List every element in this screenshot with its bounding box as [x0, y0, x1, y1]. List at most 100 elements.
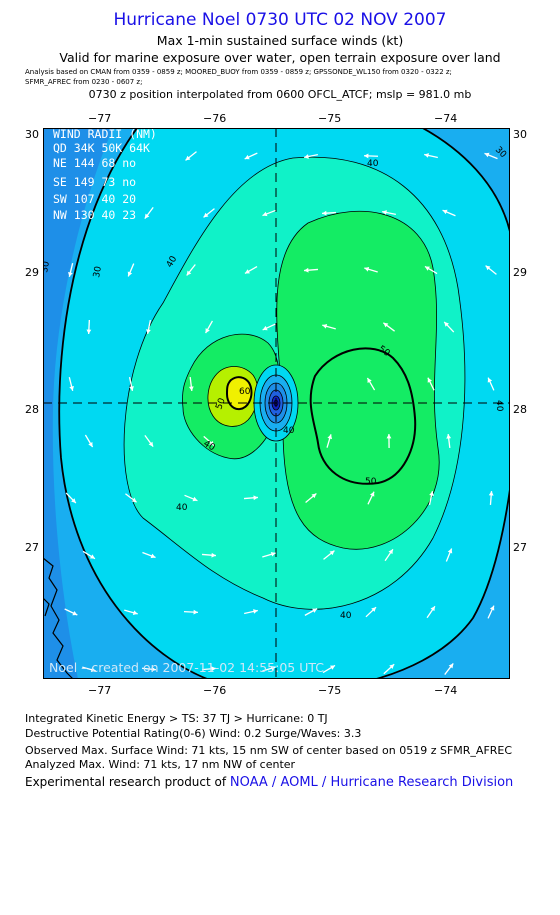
observed-max-wind: Observed Max. Surface Wind: 71 kts, 15 n…: [25, 744, 513, 757]
wind-arrow-head: [442, 209, 448, 215]
wind-arrow-head: [86, 329, 92, 334]
wind-arrow-head: [364, 266, 370, 272]
wind-arrow-head: [322, 323, 328, 329]
wind-arrow-head: [382, 210, 387, 215]
wind-arrow-head: [186, 270, 192, 276]
wind-arrow-head: [424, 266, 430, 271]
org-link[interactable]: NOAA / AOML / Hurricane Research Divisio…: [229, 775, 514, 790]
wind-arrow-head: [383, 322, 389, 328]
position-line: 0730 z position interpolated from 0600 O…: [88, 88, 472, 101]
wind-arrow-head: [211, 666, 216, 672]
contour-label: 40: [283, 426, 295, 436]
analyzed-max-wind: Analyzed Max. Wind: 71 kts, 17 nm NW of …: [25, 758, 296, 771]
wind-arrow-head: [203, 212, 209, 218]
lat-tick-right: 30: [513, 128, 527, 141]
wind-arrow-head: [446, 434, 452, 439]
wind-arrow-head: [262, 325, 268, 331]
wind-arrow-head: [312, 608, 318, 613]
wind-arrow-head: [488, 491, 494, 496]
wind-arrow-head: [211, 552, 216, 558]
wind-arrow-head: [192, 496, 198, 502]
analysis-sources-line2: SFMR_AFREC from 0230 - 0607 z;: [25, 78, 143, 86]
wind-arrow-head: [388, 549, 393, 555]
contour-label: 40: [367, 159, 379, 169]
wind-arrow-head: [72, 610, 78, 616]
map-subtitle: Max 1-min sustained surface winds (kt): [156, 33, 404, 48]
wind-arrow-head: [270, 551, 276, 557]
wind-arrow-head: [270, 665, 276, 671]
contour-label: 40: [340, 611, 352, 621]
lon-tick-bottom: −77: [88, 684, 112, 697]
wind-arrow-head: [311, 493, 317, 499]
wind-arrow-head: [68, 271, 73, 277]
wind-arrow-head: [371, 607, 377, 612]
wind-arrow-head: [427, 377, 432, 383]
wind-arrow-head: [146, 329, 151, 334]
lat-tick-left: 28: [25, 403, 39, 416]
wind-arrow-head: [487, 377, 493, 383]
credit-text: Noel – created on 2007-11-02 14:55:05 UT…: [49, 660, 324, 675]
wind-arrow-head: [489, 605, 495, 611]
wind-arrow-head: [430, 606, 435, 612]
contour-50-east: [309, 347, 417, 485]
lat-tick-right: 27: [513, 541, 527, 554]
wind-radii-row-ne: NE 144 68 no: [53, 156, 136, 170]
contour-label: 50: [214, 397, 227, 411]
wind-arrow-head: [330, 665, 336, 670]
contour-label: 50: [365, 477, 377, 487]
lon-tick-top: −74: [434, 112, 458, 125]
lat-tick-left: 30: [25, 128, 39, 141]
lon-tick-top: −76: [203, 112, 227, 125]
wind-radii-header: QD 34K 50K 64K: [53, 141, 150, 155]
wind-arrow-head: [90, 667, 96, 673]
wind-arrow-head: [89, 554, 95, 559]
lon-tick-top: −77: [88, 112, 112, 125]
wind-arrow-head: [253, 495, 258, 501]
wind-arrow-head: [327, 434, 333, 440]
wind-arrow-head: [444, 321, 449, 327]
wind-arrow-head: [144, 213, 150, 219]
wind-radii-row-sw: SW 107 40 20: [53, 192, 136, 206]
contour-label: 60: [239, 387, 251, 397]
lat-tick-right: 28: [513, 403, 527, 416]
wind-arrow-head: [129, 386, 134, 391]
wind-arrow-head: [304, 267, 309, 273]
wind-arrow-head: [322, 210, 327, 216]
lat-tick-left: 27: [25, 541, 39, 554]
wind-arrow-head: [127, 271, 133, 277]
wind-arrow-head: [151, 666, 156, 672]
wind-arrow-head: [148, 441, 154, 447]
lat-tick-left: 29: [25, 266, 39, 279]
wind-arrow-head: [367, 377, 372, 383]
wind-arrow-head: [209, 440, 215, 446]
wind-arrow-head: [429, 491, 434, 496]
map-title: Hurricane Noel 0730 UTC 02 NOV 2007: [113, 10, 447, 30]
lon-tick-bottom: −74: [434, 684, 458, 697]
wind-arrow-head: [369, 491, 375, 497]
wind-arrow-head: [447, 548, 453, 554]
wind-arrow-head: [244, 154, 250, 160]
wind-arrow-head: [424, 153, 429, 158]
coastline: [43, 557, 74, 679]
wind-arrow-head: [193, 609, 198, 615]
wind-arrow-head: [485, 265, 491, 271]
lat-tick-right: 29: [513, 266, 527, 279]
experimental-credit: Experimental research product of NOAA / …: [25, 775, 513, 790]
experimental-label: Experimental research product of: [25, 775, 230, 789]
wind-arrow-head: [132, 610, 138, 616]
wind-arrow-head: [386, 434, 392, 439]
wind-arrow-head: [244, 269, 250, 274]
contour-label: 40: [176, 503, 188, 513]
wind-arrow-head: [389, 664, 395, 670]
wind-arrow-head: [205, 328, 210, 334]
wind-arrow-head: [364, 153, 369, 159]
wind-vectors: [64, 151, 498, 675]
wind-band-50-60-east: [276, 210, 440, 550]
wind-arrow-head: [484, 152, 490, 158]
wind-field-map: 30 30 30 40 40 40 40 40 40 50 50 50 60 4…: [43, 128, 510, 679]
wind-arrow-head: [88, 442, 93, 448]
map-subtitle-exposure: Valid for marine exposure over water, op…: [59, 50, 501, 65]
wind-arrow-head: [71, 498, 76, 504]
contour-label: 30: [43, 260, 52, 273]
dpr-line: Destructive Potential Rating(0-6) Wind: …: [25, 727, 362, 740]
